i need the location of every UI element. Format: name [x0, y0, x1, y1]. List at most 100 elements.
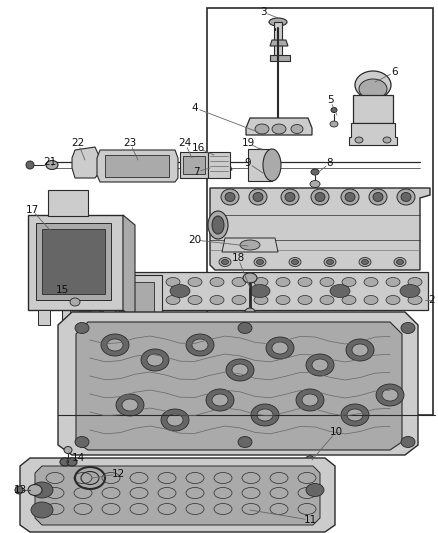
Text: 17: 17 [25, 205, 39, 215]
Polygon shape [270, 40, 288, 46]
Ellipse shape [285, 192, 295, 201]
Bar [48, 190, 88, 216]
Ellipse shape [408, 295, 422, 304]
Ellipse shape [31, 502, 53, 518]
Ellipse shape [70, 298, 80, 306]
Text: 7: 7 [193, 167, 199, 177]
Ellipse shape [99, 291, 111, 299]
Ellipse shape [240, 240, 260, 250]
Text: 4: 4 [192, 103, 198, 113]
Ellipse shape [401, 437, 415, 448]
Ellipse shape [401, 322, 415, 334]
Ellipse shape [306, 483, 324, 497]
Ellipse shape [78, 278, 92, 287]
Ellipse shape [272, 124, 286, 134]
Ellipse shape [386, 278, 400, 287]
Ellipse shape [122, 278, 136, 287]
Bar [183, 156, 205, 174]
Ellipse shape [90, 285, 110, 297]
Ellipse shape [188, 295, 202, 304]
Ellipse shape [382, 389, 398, 401]
Ellipse shape [281, 189, 299, 205]
Ellipse shape [369, 189, 387, 205]
Ellipse shape [341, 189, 359, 205]
Text: 11: 11 [304, 515, 317, 525]
Ellipse shape [401, 192, 411, 201]
Ellipse shape [400, 285, 420, 297]
Bar [38, 310, 50, 325]
Ellipse shape [254, 295, 268, 304]
Polygon shape [58, 312, 418, 455]
Text: 24: 24 [178, 138, 192, 148]
Ellipse shape [276, 278, 290, 287]
Ellipse shape [359, 257, 371, 266]
Text: 9: 9 [245, 158, 251, 168]
Ellipse shape [119, 306, 131, 314]
Ellipse shape [212, 216, 224, 234]
Ellipse shape [255, 124, 269, 134]
Ellipse shape [232, 295, 246, 304]
Bar [36, 223, 111, 300]
Ellipse shape [289, 257, 301, 266]
Text: 2: 2 [429, 295, 435, 305]
Ellipse shape [192, 339, 208, 351]
Ellipse shape [100, 295, 114, 304]
Ellipse shape [364, 295, 378, 304]
Ellipse shape [210, 278, 224, 287]
Ellipse shape [361, 260, 368, 264]
Ellipse shape [347, 409, 363, 421]
Ellipse shape [46, 160, 58, 169]
Ellipse shape [208, 211, 228, 239]
Bar [62, 275, 162, 330]
Polygon shape [35, 466, 320, 525]
Ellipse shape [346, 339, 374, 361]
Ellipse shape [255, 155, 265, 175]
Ellipse shape [245, 308, 255, 316]
Ellipse shape [394, 257, 406, 266]
Text: 22: 22 [71, 138, 85, 148]
Ellipse shape [107, 339, 123, 351]
Ellipse shape [222, 260, 229, 264]
Ellipse shape [330, 121, 338, 127]
Ellipse shape [263, 149, 281, 181]
Text: 14: 14 [71, 453, 85, 463]
Ellipse shape [383, 137, 391, 143]
Ellipse shape [373, 192, 383, 201]
Ellipse shape [166, 295, 180, 304]
Ellipse shape [170, 285, 190, 297]
Ellipse shape [161, 409, 189, 431]
Ellipse shape [272, 342, 288, 354]
Ellipse shape [311, 189, 329, 205]
Ellipse shape [341, 404, 369, 426]
Text: 23: 23 [124, 138, 137, 148]
Text: 10: 10 [329, 427, 343, 437]
Ellipse shape [320, 278, 334, 287]
Bar [248, 149, 272, 181]
Bar [207, 8, 433, 415]
Ellipse shape [26, 161, 34, 169]
Polygon shape [97, 150, 178, 182]
Text: 6: 6 [392, 67, 398, 77]
Ellipse shape [186, 334, 214, 356]
Ellipse shape [166, 278, 180, 287]
Ellipse shape [64, 447, 72, 454]
Ellipse shape [330, 285, 350, 297]
Ellipse shape [298, 278, 312, 287]
Ellipse shape [100, 278, 114, 287]
Ellipse shape [206, 389, 234, 411]
Text: 16: 16 [191, 143, 205, 153]
Ellipse shape [355, 71, 391, 99]
Ellipse shape [306, 472, 314, 480]
Text: 19: 19 [241, 138, 254, 148]
Ellipse shape [386, 295, 400, 304]
Ellipse shape [238, 322, 252, 334]
Ellipse shape [331, 108, 337, 112]
Bar [208, 152, 230, 178]
Ellipse shape [254, 278, 268, 287]
Polygon shape [28, 215, 123, 310]
Ellipse shape [364, 278, 378, 287]
Ellipse shape [75, 322, 89, 334]
Ellipse shape [122, 399, 138, 411]
Polygon shape [123, 215, 135, 320]
Ellipse shape [144, 295, 158, 304]
